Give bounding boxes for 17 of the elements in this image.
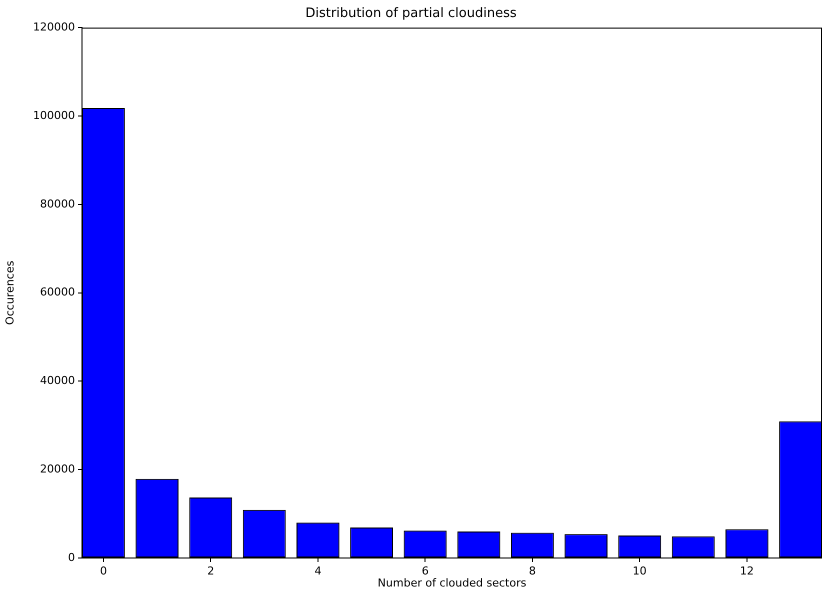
x-tick-label: 8: [528, 564, 536, 578]
y-tick-label: 120000: [33, 20, 75, 34]
x-tick-label: 6: [422, 564, 429, 578]
y-tick-label: 20000: [40, 462, 75, 476]
y-axis-title: Occurences: [3, 260, 16, 325]
x-tick-label: 0: [100, 564, 107, 578]
x-tick-label: 2: [207, 564, 214, 578]
y-tick-label: 100000: [33, 108, 75, 122]
y-tick-label: 0: [68, 550, 75, 564]
x-tick-label: 4: [314, 564, 322, 578]
x-axis-title: Number of clouded sectors: [378, 576, 527, 590]
y-tick-label: 60000: [40, 286, 75, 299]
x-tick-label: 12: [740, 564, 754, 578]
y-tick-label: 40000: [40, 374, 75, 388]
chart-title: Distribution of partial cloudiness: [305, 6, 517, 22]
y-tick-label: 80000: [40, 197, 75, 210]
x-tick-label: 10: [632, 564, 647, 578]
